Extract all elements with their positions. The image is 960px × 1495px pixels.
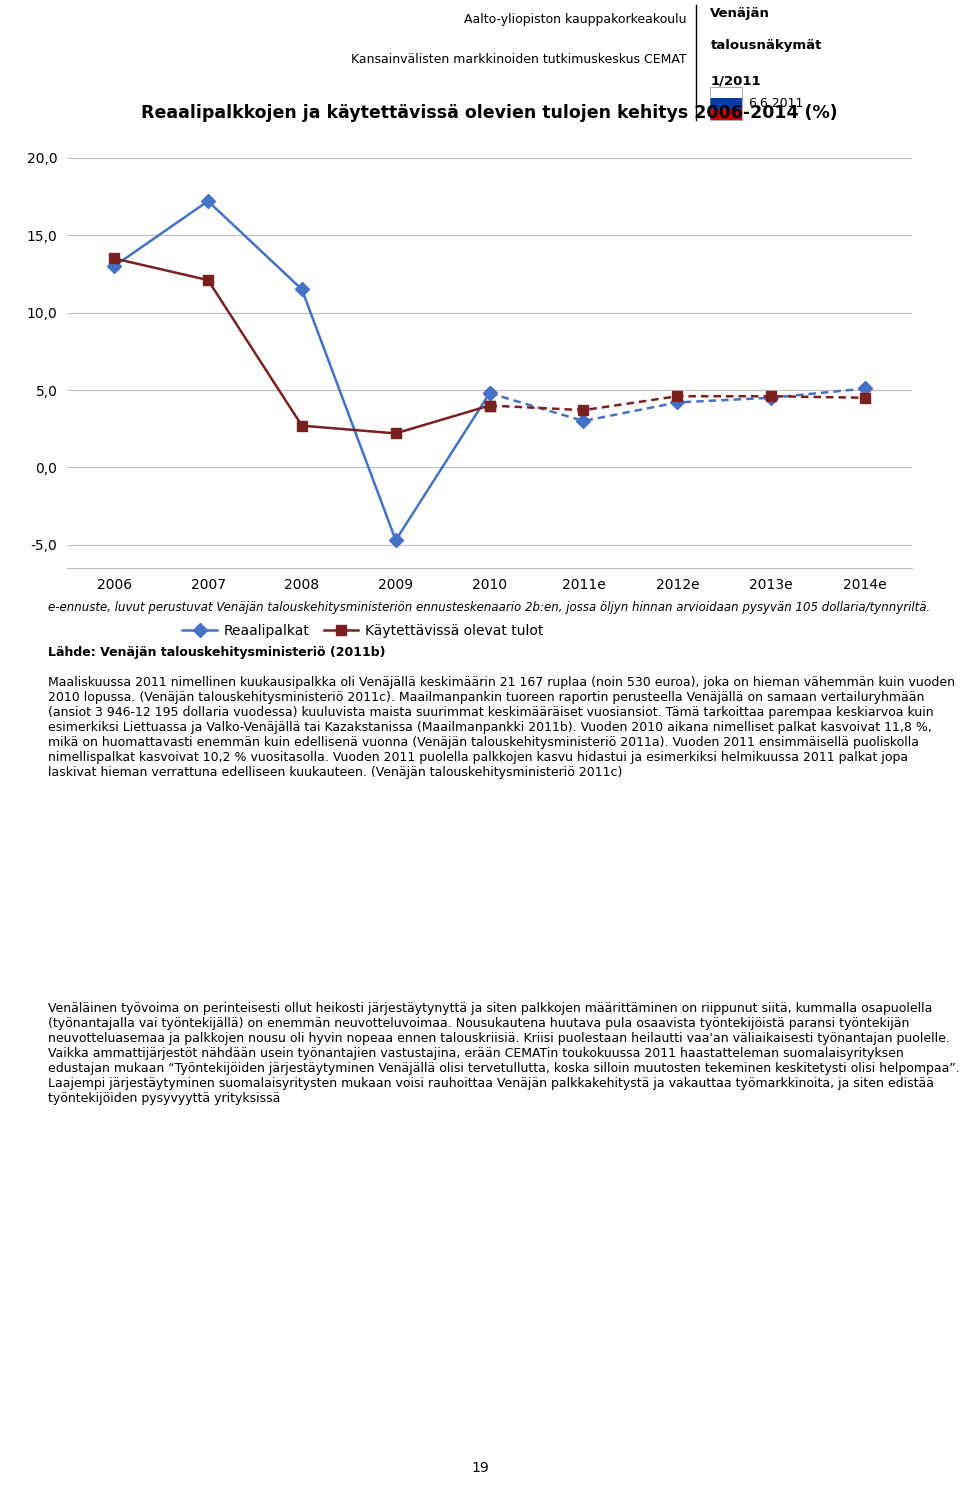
Text: 1/2011: 1/2011 — [710, 75, 761, 88]
Bar — [710, 87, 742, 120]
Bar — [710, 87, 742, 97]
Text: 19: 19 — [471, 1461, 489, 1476]
Text: Venäjän: Venäjän — [710, 6, 770, 19]
Bar — [710, 109, 742, 120]
Text: Aalto-yliopiston kauppakorkeakoulu: Aalto-yliopiston kauppakorkeakoulu — [464, 12, 686, 25]
Text: Lähde: Venäjän talouskehitysministeriö (2011b): Lähde: Venäjän talouskehitysministeriö (… — [48, 646, 386, 659]
Text: Venäläinen työvoima on perinteisesti ollut heikosti järjestäytynyttä ja siten pa: Venäläinen työvoima on perinteisesti oll… — [48, 1002, 960, 1105]
Legend: Reaalipalkat, Käytettävissä olevat tulot: Reaalipalkat, Käytettävissä olevat tulot — [177, 619, 549, 643]
Text: Maaliskuussa 2011 nimellinen kuukausipalkka oli Venäjällä keskimäärin 21 167 rup: Maaliskuussa 2011 nimellinen kuukausipal… — [48, 676, 955, 779]
Bar — [710, 97, 742, 109]
Title: Reaalipalkkojen ja käytettävissä olevien tulojen kehitys 2006-2014 (%): Reaalipalkkojen ja käytettävissä olevien… — [141, 103, 838, 123]
Text: e-ennuste, luvut perustuvat Venäjän talouskehitysministeriön ennusteskenaario 2b: e-ennuste, luvut perustuvat Venäjän talo… — [48, 601, 930, 614]
Text: talousnäkymät: talousnäkymät — [710, 39, 822, 52]
Text: 6.6.2011: 6.6.2011 — [748, 97, 804, 111]
Text: Kansainvälisten markkinoiden tutkimuskeskus CEMAT: Kansainvälisten markkinoiden tutkimuskes… — [350, 54, 686, 66]
